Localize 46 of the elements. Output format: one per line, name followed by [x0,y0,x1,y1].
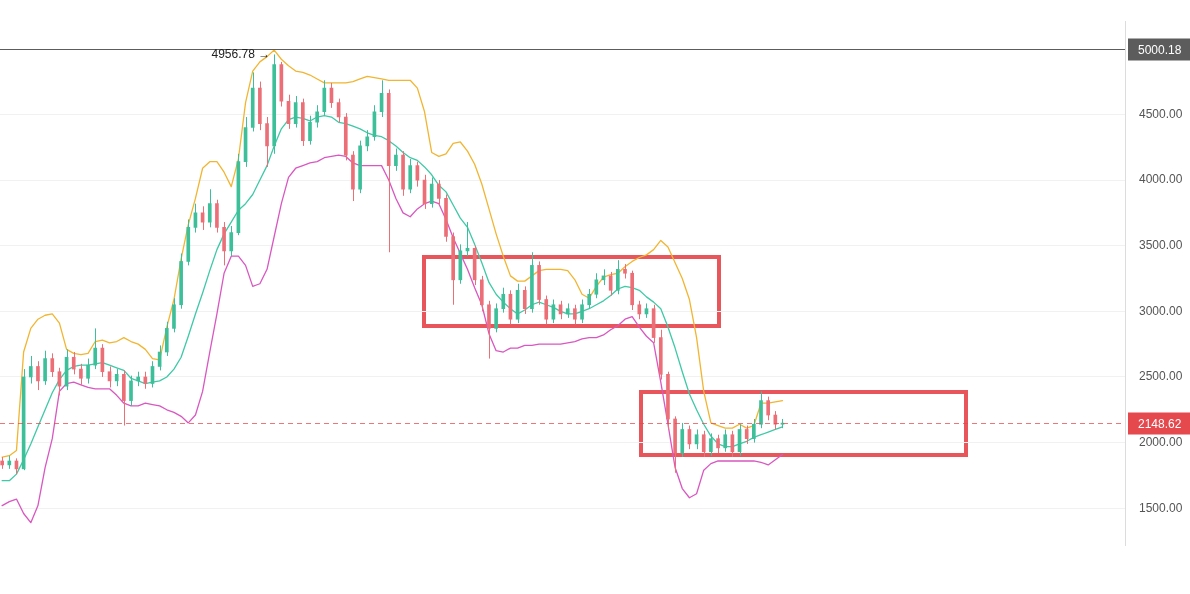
candlestick [207,188,212,228]
candlestick [573,304,577,325]
candlestick [766,396,770,421]
candlestick [365,129,370,152]
y-tick-label: 1500.00 [1139,500,1183,515]
candlestick [580,299,584,324]
candlestick [608,271,613,297]
candlestick [709,432,713,457]
y-tick-label: 3500.00 [1139,238,1183,252]
candlestick [587,288,592,310]
candlestick [265,116,269,168]
y-tick-label: 4000.00 [1139,172,1183,187]
candlestick [79,363,83,386]
annotation: 4956.78 → [211,46,271,61]
candlestick [716,434,720,454]
candlestick [522,285,527,315]
candlestick [544,295,549,325]
candlestick [129,375,133,407]
candlestick [50,352,55,378]
y-tick-label: 2500.00 [1139,369,1183,384]
candlestick [229,225,234,257]
candlestick [494,302,498,333]
candlestick [86,358,90,385]
candlestick [723,428,728,453]
candlestick [616,259,620,295]
candlestick [501,287,506,314]
candlestick [744,425,749,445]
y-tick-label: 2000.00 [1139,434,1183,449]
candlestick [28,355,33,385]
candlestick [701,430,706,458]
candlestick [93,327,98,370]
y-tick-label: 3000.00 [1139,303,1183,318]
candlestick [429,176,434,209]
candlestick [437,179,441,206]
candlestick [293,95,298,129]
candlestick [637,300,642,320]
candlestick [43,350,47,386]
candlestick [752,418,756,444]
candlestick [315,104,319,129]
candlestick [71,351,76,375]
ref-line-label: 5000.18 [1138,42,1182,57]
candlestick [308,115,312,146]
y-tick-label: 4500.00 [1139,106,1183,121]
candlestick [394,148,398,172]
candlestick [36,360,40,391]
ref-line-label: 2148.62 [1138,416,1182,431]
